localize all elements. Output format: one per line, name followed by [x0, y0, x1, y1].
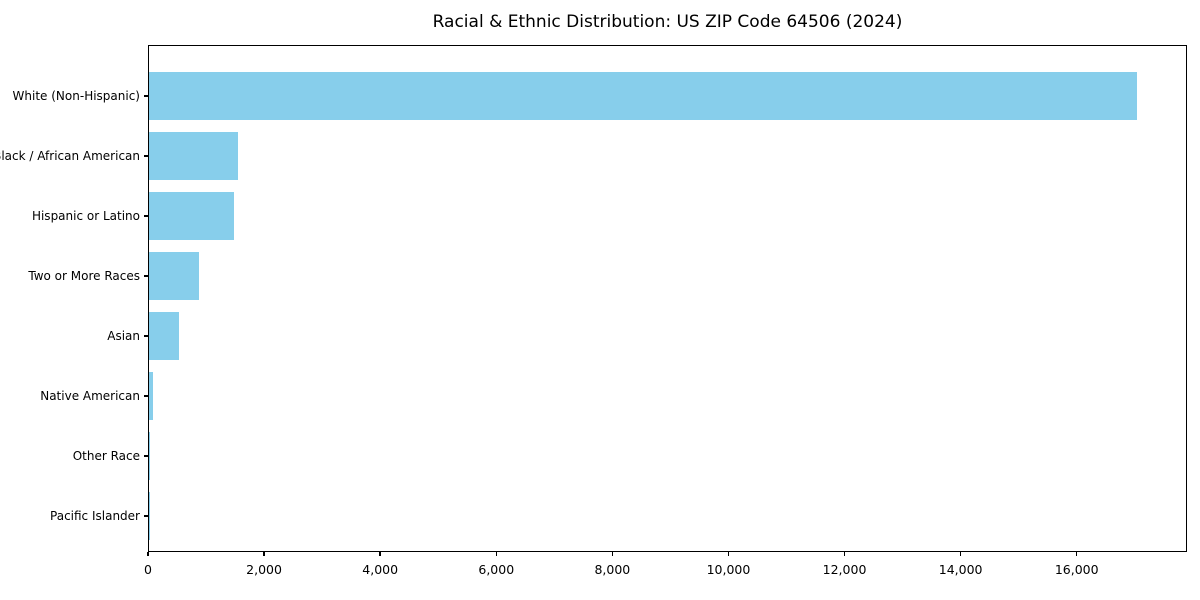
y-label-other-race: Other Race	[72, 449, 140, 463]
bars-layer	[149, 46, 1186, 551]
y-label-native-american: Native American	[40, 389, 140, 403]
y-label-white-non-hispanic: White (Non-Hispanic)	[12, 89, 140, 103]
y-label-pacific-islander: Pacific Islander	[50, 509, 140, 523]
x-tick-label-2000: 2,000	[246, 562, 282, 577]
x-tick-label-6000: 6,000	[478, 562, 515, 577]
plot-area	[148, 45, 1187, 552]
x-tick-6000	[495, 552, 497, 556]
bar-other-race	[149, 431, 150, 480]
x-tick-2000	[263, 552, 265, 556]
y-tick-black-african-american	[144, 155, 148, 157]
bar-native-american	[149, 371, 154, 420]
x-tick-label-10000: 10,000	[706, 562, 751, 577]
x-tick-16000	[1076, 552, 1078, 556]
bar-white-non-hispanic	[149, 71, 1138, 120]
y-label-asian: Asian	[107, 329, 140, 343]
x-tick-0	[147, 552, 149, 556]
x-tick-12000	[843, 552, 846, 556]
chart-title: Racial & Ethnic Distribution: US ZIP Cod…	[432, 12, 903, 32]
y-tick-white-non-hispanic	[144, 95, 148, 97]
x-tick-10000	[727, 552, 730, 556]
x-tick-label-12000: 12,000	[822, 562, 867, 577]
bar-black-african-american	[149, 131, 238, 180]
x-tick-8000	[611, 552, 614, 556]
x-tick-label-14000: 14,000	[938, 562, 983, 577]
y-tick-pacific-islander	[144, 515, 148, 517]
y-tick-other-race	[144, 455, 148, 457]
y-label-hispanic-or-latino: Hispanic or Latino	[31, 209, 140, 223]
x-tick-label-4000: 4,000	[362, 562, 399, 577]
bar-hispanic-or-latino	[149, 191, 234, 240]
x-tick-label-16000: 16,000	[1054, 562, 1099, 577]
bar-asian	[149, 311, 180, 360]
y-tick-asian	[144, 335, 148, 337]
x-tick-label-0: 0	[144, 562, 152, 577]
y-label-black-african-american: Black / African American	[0, 149, 140, 163]
x-tick-label-8000: 8,000	[594, 562, 631, 577]
x-tick-4000	[379, 552, 381, 556]
y-tick-native-american	[144, 395, 148, 397]
y-tick-hispanic-or-latino	[144, 215, 148, 217]
y-label-two-or-more-races: Two or More Races	[28, 269, 140, 283]
y-tick-two-or-more-races	[144, 275, 148, 277]
x-tick-14000	[959, 552, 962, 556]
bar-two-or-more-races	[149, 251, 200, 300]
